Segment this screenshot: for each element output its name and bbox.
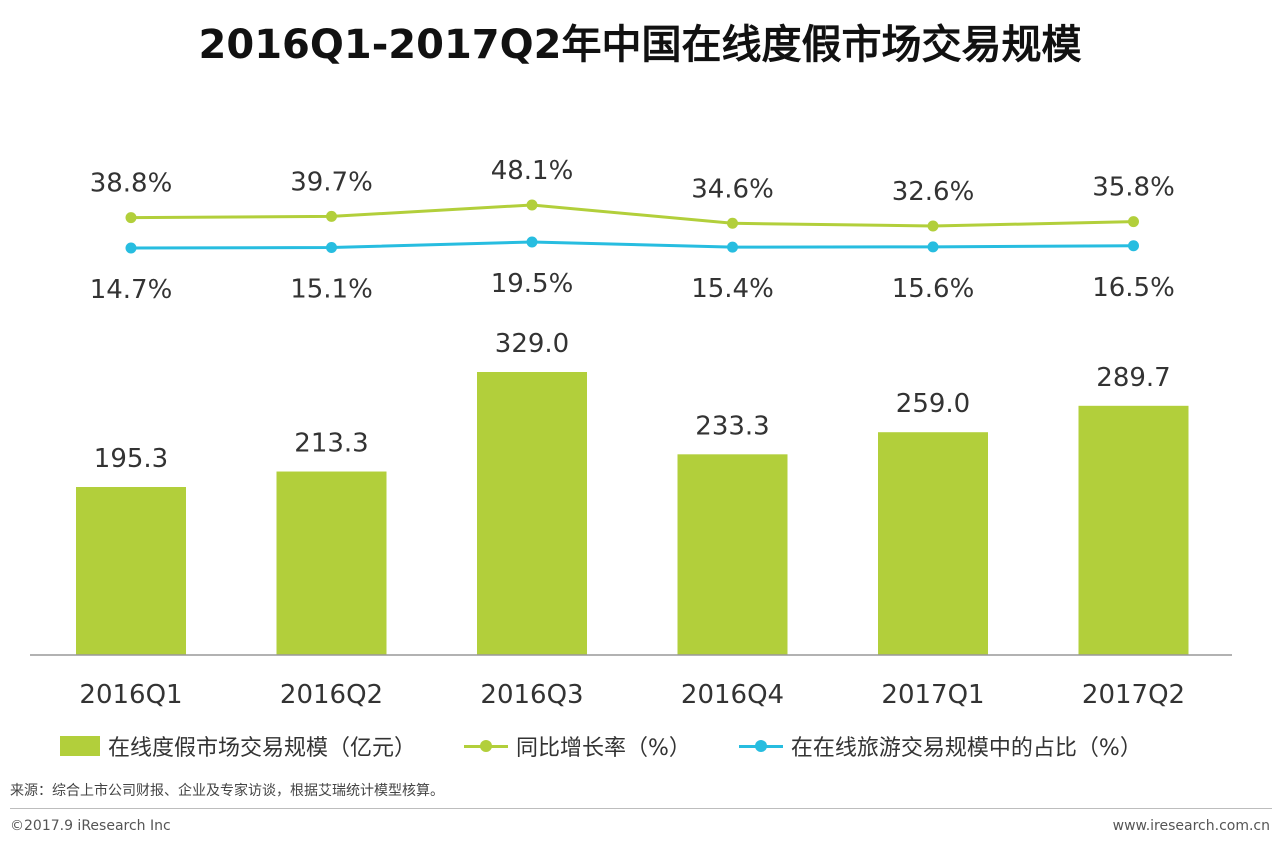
growth-line: [130, 203, 1134, 228]
legend-share-label: 在在线旅游交易规模中的占比（%）: [790, 736, 1142, 761]
legend-bar-label: 在线度假市场交易规模（亿元）: [108, 736, 417, 761]
x-tick-label: 2016Q4: [681, 680, 784, 710]
bar-value-label: 329.0: [495, 329, 569, 359]
share-label: 15.4%: [691, 274, 774, 304]
legend-bar-swatch: [60, 736, 100, 756]
website: www.iresearch.com.cn: [1112, 818, 1270, 834]
x-tick-label: 2016Q2: [280, 680, 383, 710]
bar-labels-layer: 195.3 213.3 329.0 233.3 259.0 289.7: [94, 329, 1171, 474]
bar-value-label: 213.3: [294, 429, 368, 459]
x-tick-label: 2016Q3: [480, 680, 583, 710]
chart-title: 2016Q1-2017Q2年中国在线度假市场交易规模: [198, 22, 1082, 68]
bar-2017Q2: [1078, 405, 1189, 655]
lines-layer: 38.8% 39.7% 48.1% 34.6% 32.6% 35.8% 14.7% 15.1%…: [90, 156, 1175, 305]
growth-point: [1128, 216, 1139, 228]
share-line: [130, 240, 1134, 250]
bars-layer: [76, 372, 1189, 655]
bar-2016Q1: [76, 487, 186, 655]
footer-divider: [10, 808, 1272, 809]
legend-growth-swatch: [464, 736, 509, 756]
growth-label: 34.6%: [691, 174, 774, 204]
growth-point: [326, 210, 337, 222]
share-point: [125, 242, 137, 254]
legend-item-growth: 同比增长率（%）: [464, 730, 691, 762]
growth-point: [727, 217, 738, 229]
growth-label: 48.1%: [491, 156, 574, 186]
growth-point: [125, 212, 137, 224]
x-tick-label: 2017Q2: [1082, 680, 1185, 710]
bar-2016Q4: [677, 454, 788, 655]
growth-label: 38.8%: [90, 169, 173, 199]
growth-label: 35.8%: [1092, 173, 1175, 203]
share-point: [727, 241, 738, 253]
bar-2016Q3: [477, 372, 587, 655]
legend-item-bar: 在线度假市场交易规模（亿元）: [60, 730, 416, 762]
share-label: 16.5%: [1092, 273, 1175, 303]
bar-value-label: 195.3: [94, 444, 168, 474]
share-point: [326, 242, 337, 253]
bar-value-label: 259.0: [896, 389, 970, 419]
share-point: [526, 236, 538, 248]
copyright: ©2017.9 iResearch Inc: [10, 818, 171, 834]
growth-label: 39.7%: [290, 167, 373, 197]
bar-2017Q1: [878, 432, 988, 655]
legend-share-swatch: [738, 736, 783, 756]
bar-2016Q2: [276, 471, 387, 655]
share-label: 15.1%: [290, 275, 373, 305]
share-label: 14.7%: [90, 275, 173, 305]
growth-point: [526, 199, 538, 211]
share-point: [1128, 240, 1139, 252]
legend-growth-label: 同比增长率（%）: [516, 736, 691, 761]
growth-label: 32.6%: [892, 177, 975, 207]
legend: 在线度假市场交易规模（亿元） 同比增长率（%） 在在线旅游交易规模中的占比（%）: [60, 728, 1190, 764]
share-point: [927, 241, 939, 253]
bar-value-label: 233.3: [695, 411, 769, 441]
x-tick-label: 2016Q1: [79, 680, 182, 710]
share-label: 19.5%: [491, 269, 574, 299]
bar-value-label: 289.7: [1096, 363, 1170, 393]
source-note: 来源：综合上市公司财报、企业及专家访谈，根据艾瑞统计模型核算。: [10, 783, 444, 799]
axis-layer: 2016Q1 2016Q2 2016Q3 2016Q4 2017Q1 2017Q2: [30, 654, 1232, 710]
x-tick-label: 2017Q1: [881, 680, 984, 710]
share-label: 15.6%: [892, 274, 975, 304]
growth-point: [927, 220, 939, 232]
legend-item-share: 在在线旅游交易规模中的占比（%）: [738, 730, 1142, 762]
